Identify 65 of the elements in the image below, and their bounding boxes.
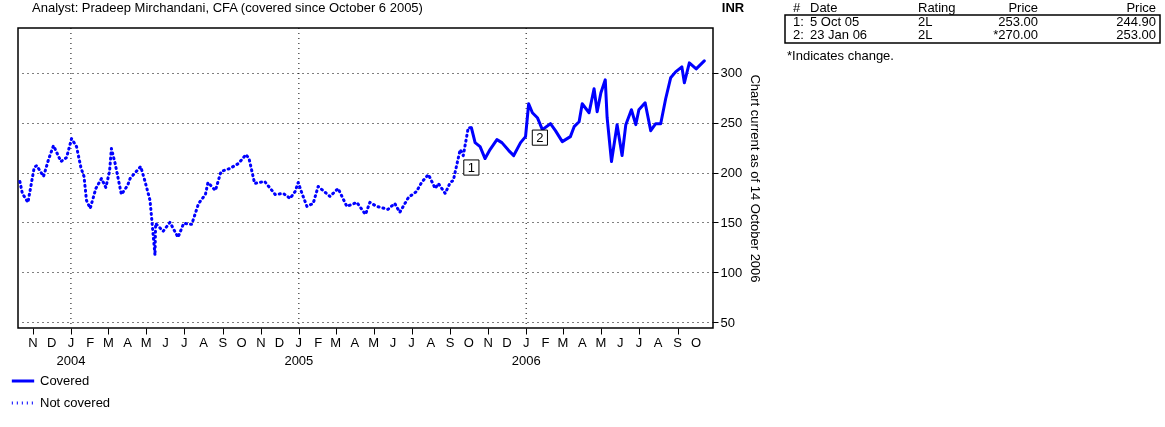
text: 253.00 bbox=[998, 14, 1038, 29]
x-tick-label: A bbox=[350, 335, 360, 350]
text: 253.00 bbox=[1116, 27, 1156, 42]
text: *270.00 bbox=[993, 27, 1038, 42]
x-tick-label: J 2006 bbox=[511, 335, 541, 368]
x-tick-label: O bbox=[236, 335, 247, 350]
x-tick-label: J bbox=[635, 335, 643, 350]
legend-label: Covered bbox=[40, 373, 90, 388]
x-tick-label: J 2005 bbox=[284, 335, 314, 368]
x-tick-label: S bbox=[445, 335, 455, 350]
annotation: 1 bbox=[467, 159, 475, 175]
y-tick-label: 250 bbox=[720, 115, 743, 131]
x-tick-label: A bbox=[653, 335, 663, 350]
x-tick-label: J 2004 bbox=[56, 335, 86, 368]
x-tick-label: J bbox=[616, 335, 624, 350]
x-tick-label: M bbox=[557, 335, 569, 350]
x-tick-label: N bbox=[28, 335, 38, 350]
x-tick-label: M bbox=[102, 335, 114, 350]
x-tick-label: M bbox=[330, 335, 342, 350]
text: *Indicates change. bbox=[787, 48, 894, 63]
x-tick-label: A bbox=[199, 335, 209, 350]
x-tick-label: J bbox=[408, 335, 415, 350]
x-tick-label: D bbox=[274, 335, 285, 350]
x-tick-label: F bbox=[314, 335, 323, 350]
x-tick-label: D bbox=[46, 335, 57, 350]
x-tick-label: J bbox=[162, 335, 169, 350]
annotation: 2 bbox=[536, 129, 544, 145]
x-tick-label: A bbox=[577, 335, 587, 350]
text: 2L bbox=[918, 14, 933, 29]
x-tick-label: N bbox=[256, 335, 266, 350]
x-tick-label: J bbox=[181, 335, 188, 350]
y-tick-label: 150 bbox=[720, 214, 743, 230]
x-tick-label: N bbox=[483, 335, 493, 350]
x-tick-label: F bbox=[86, 335, 95, 350]
x-tick-label: M bbox=[595, 335, 607, 350]
x-tick-label: O bbox=[691, 335, 702, 350]
text: 2L bbox=[918, 27, 933, 42]
text: Rating bbox=[918, 0, 956, 15]
x-tick-label: M bbox=[140, 335, 152, 350]
x-tick-label: J bbox=[389, 335, 397, 350]
x-tick-label: S bbox=[673, 335, 683, 350]
text: # bbox=[793, 0, 801, 15]
text: 23 Jan 06 bbox=[810, 27, 868, 42]
text: 2: bbox=[793, 27, 804, 42]
y-tick-label: 100 bbox=[720, 264, 743, 280]
y-tick-label: 50 bbox=[720, 314, 735, 330]
text: 1: bbox=[793, 14, 804, 29]
y-tick-label: 300 bbox=[720, 65, 743, 81]
chart-title: Analyst: Pradeep Mirchandani, CFA (covered since October 6 2005) bbox=[32, 0, 423, 15]
x-tick-label: D bbox=[502, 335, 512, 350]
x-tick-label: F bbox=[541, 335, 550, 350]
y-tick-label: 200 bbox=[720, 165, 743, 181]
x-tick-label: A bbox=[123, 335, 133, 350]
text: Price bbox=[1126, 0, 1156, 15]
y-axis-title: Chart current as of 14 October 2006 bbox=[748, 74, 764, 283]
text: Price bbox=[1008, 0, 1038, 15]
text: INR bbox=[721, 0, 745, 15]
text: 5 Oct 05 bbox=[810, 14, 860, 29]
x-tick-label: A bbox=[426, 335, 436, 350]
x-tick-label: M bbox=[368, 335, 380, 350]
text: 244.90 bbox=[1116, 14, 1156, 29]
x-tick-label: O bbox=[463, 335, 474, 350]
text: Date bbox=[810, 0, 838, 15]
x-tick-label: S bbox=[218, 335, 228, 350]
legend-label: Not covered bbox=[40, 395, 111, 410]
